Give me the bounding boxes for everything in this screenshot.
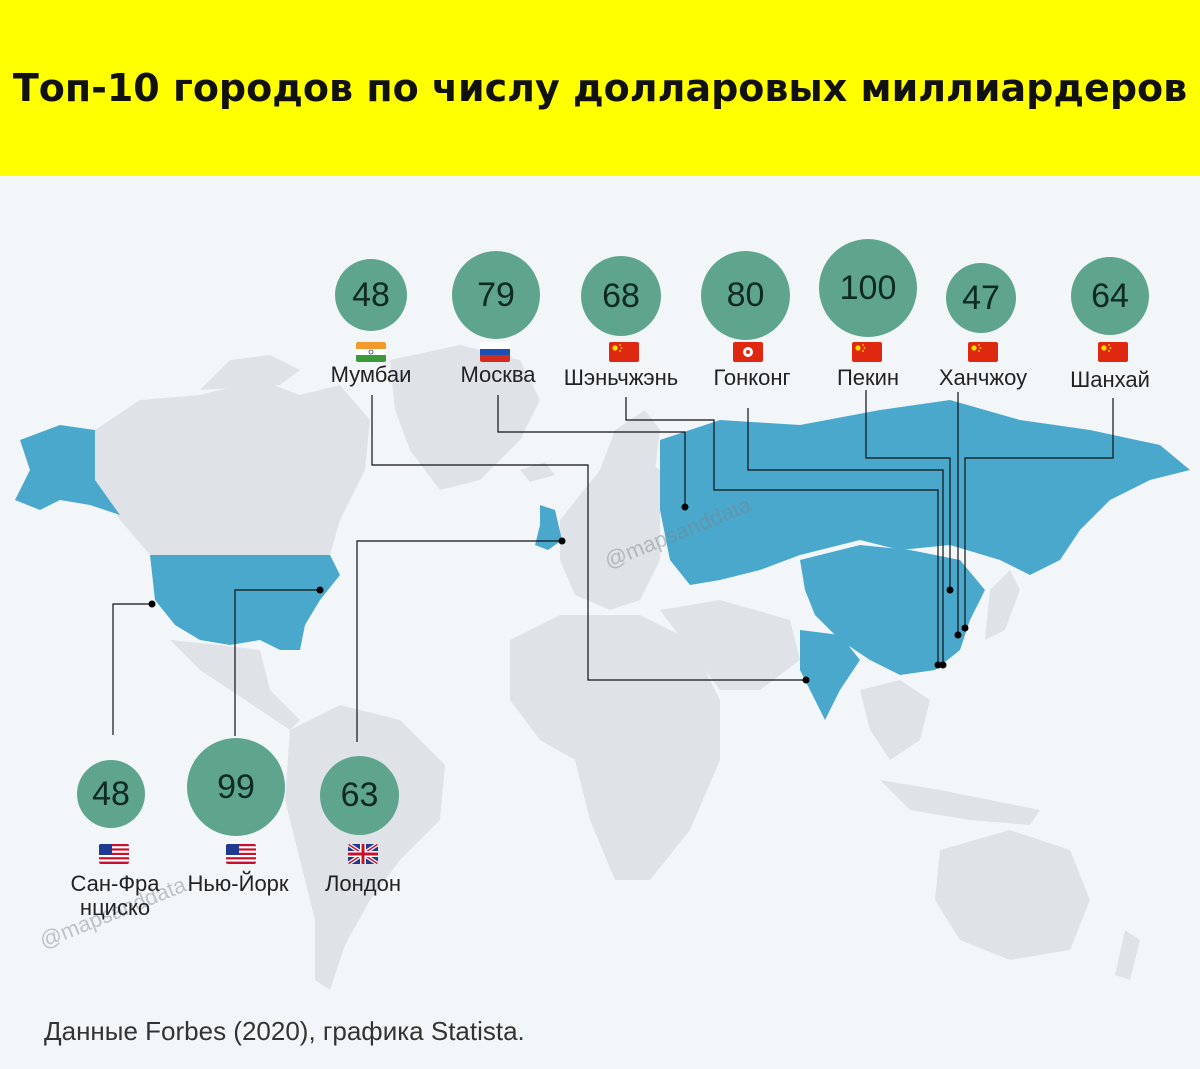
- city-label-beijing: Пекин: [836, 365, 900, 390]
- china-flag-icon: [968, 342, 998, 362]
- city-label-new-york: Нью-Йорк: [187, 871, 289, 896]
- china-flag-icon: [1098, 342, 1128, 362]
- city-label-moscow: Москва: [460, 362, 536, 387]
- land-highlight: [15, 400, 1190, 720]
- title-banner: [0, 0, 1200, 176]
- city-label-hongkong: Гонконг: [713, 365, 791, 390]
- city-dots: [148, 503, 969, 684]
- source-note: Данные Forbes (2020), графика Statista.: [44, 1016, 525, 1046]
- value-circle-moscow: 79: [452, 251, 540, 339]
- usa-flag-icon: [226, 844, 256, 864]
- hongkong-flag-icon: [733, 342, 763, 362]
- city-label-san-francisco-text: Сан-Франциско: [70, 871, 160, 920]
- value-circle-shanghai: 64: [1071, 257, 1149, 335]
- city-label-san-francisco: Сан-Франциско: [40, 872, 190, 920]
- russia-flag-icon: [480, 342, 510, 362]
- uk-flag-icon: [348, 844, 378, 864]
- value-circle-mumbai: 48: [335, 259, 407, 331]
- city-label-hangzhou: Ханчжоу: [938, 365, 1028, 390]
- value-circle-beijing: 100: [819, 239, 917, 337]
- value-circle-shenzhen: 68: [581, 256, 661, 336]
- land-grey: [95, 345, 1140, 990]
- china-flag-icon: [609, 342, 639, 362]
- value-circle-hongkong: 80: [701, 251, 790, 340]
- world-map: [15, 345, 1190, 990]
- city-label-mumbai: Мумбаи: [330, 362, 412, 387]
- city-label-shenzhen: Шэньчжэнь: [563, 365, 679, 390]
- china-flag-icon: [852, 342, 882, 362]
- india-flag-icon: [356, 342, 386, 362]
- usa-flag-icon: [99, 844, 129, 864]
- page-title: Топ-10 городов по числу долларовых милли…: [12, 66, 1188, 110]
- value-circle-london: 63: [320, 756, 399, 835]
- value-circle-san-francisco: 48: [77, 760, 145, 828]
- value-circle-hangzhou: 47: [946, 263, 1016, 333]
- city-label-london: Лондон: [324, 871, 402, 896]
- connector-lines: [112, 390, 1114, 742]
- city-label-shanghai: Шанхай: [1070, 367, 1150, 392]
- value-circle-new-york: 99: [187, 738, 285, 836]
